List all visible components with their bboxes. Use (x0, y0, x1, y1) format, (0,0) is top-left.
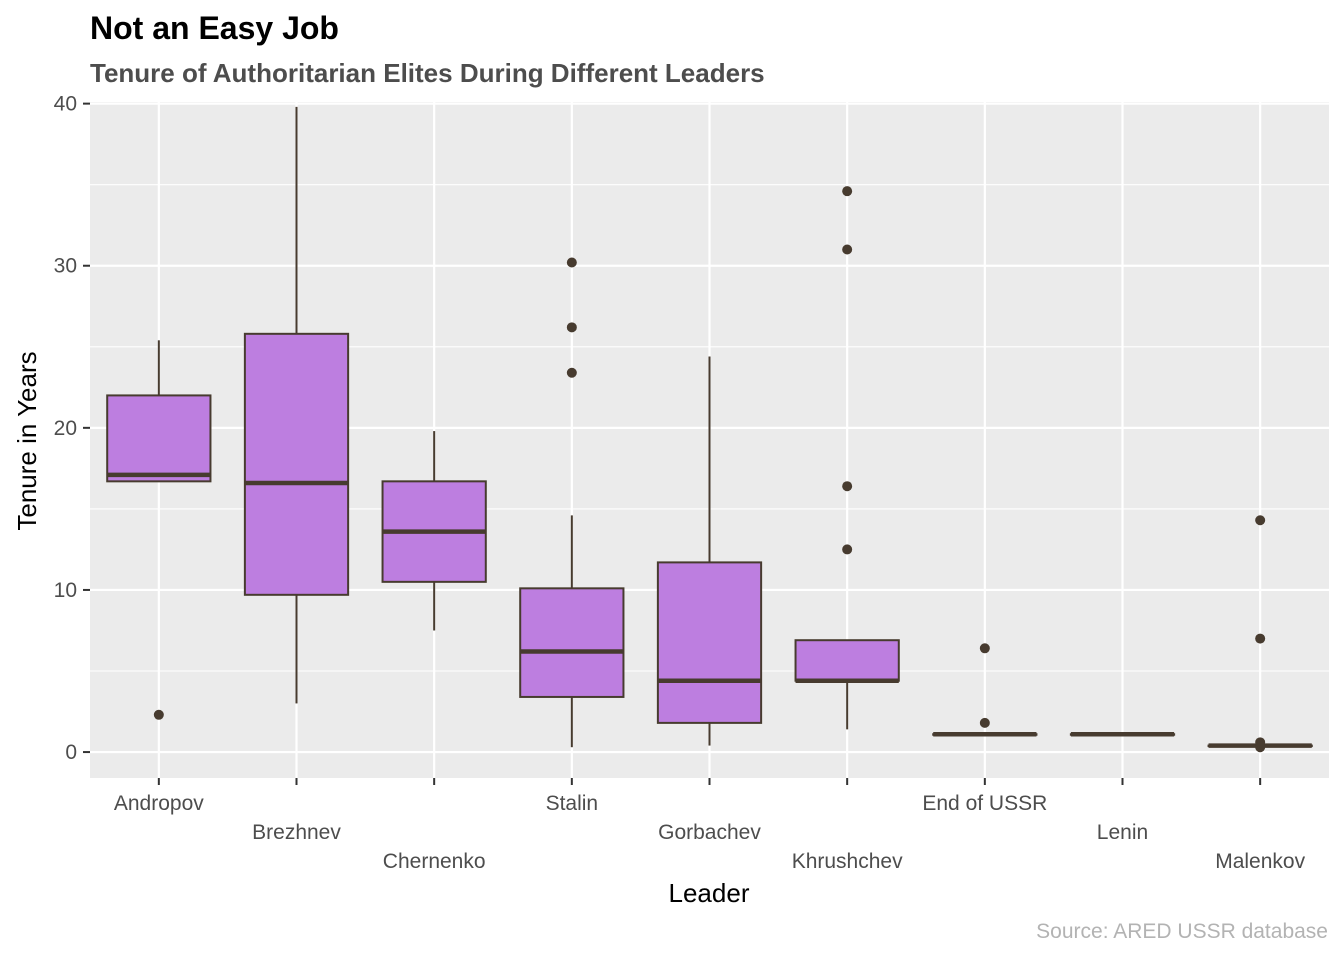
outlier-point (153, 709, 164, 720)
source-caption: Source: ARED USSR database (1036, 920, 1328, 943)
x-axis: Andropov Brezhnev Chernenko Stalin Gorbachev… (114, 778, 1306, 873)
y-tick-label: 20 (54, 417, 77, 440)
iqr-box (243, 332, 350, 596)
x-tick-label: Stalin (546, 792, 599, 815)
box-lenin (1069, 731, 1176, 737)
box-stalin (519, 257, 625, 748)
outlier-point (842, 244, 853, 255)
x-tick-label: Lenin (1097, 821, 1148, 844)
y-tick-label: 30 (54, 255, 77, 278)
outlier-point (842, 481, 853, 492)
outlier-point (979, 717, 990, 728)
x-tick-label: Gorbachev (658, 821, 761, 844)
iqr-box (106, 394, 212, 483)
x-tick-label: End of USSR (922, 792, 1047, 815)
outlier-point (842, 544, 853, 555)
box-chernenko (381, 431, 487, 631)
x-tick-label: Khrushchev (792, 850, 903, 873)
x-tick-label: Chernenko (383, 850, 486, 873)
box-malenkov (1207, 515, 1313, 753)
outlier-point (566, 367, 577, 378)
outlier-point (1255, 515, 1266, 526)
outlier-point (979, 643, 990, 654)
outlier-point (842, 186, 853, 197)
y-tick-label: 10 (54, 579, 77, 602)
box-khrushchev (794, 186, 900, 730)
outlier-point (1255, 737, 1266, 748)
x-axis-label: Leader (669, 878, 750, 908)
x-tick-label: Malenkov (1215, 850, 1305, 873)
iqr-box (794, 639, 900, 682)
iqr-box (656, 561, 763, 724)
box-brezhnev (243, 106, 350, 704)
y-axis-label: Tenure in Years (12, 351, 42, 530)
boxes (106, 106, 1313, 753)
outlier-point (566, 257, 577, 268)
x-tick-label: Brezhnev (252, 821, 341, 844)
x-tick-label: Andropov (114, 792, 204, 815)
outlier-point (1255, 633, 1266, 644)
box-gorbachev (656, 356, 763, 746)
box-andropov (106, 340, 212, 720)
box-end-of-ussr (932, 643, 1038, 737)
y-tick-label: 40 (54, 93, 77, 116)
y-axis: 0 10 20 30 40 (54, 93, 90, 764)
chart-title: Not an Easy Job (90, 10, 339, 46)
iqr-box (519, 587, 625, 698)
y-tick-label: 0 (65, 741, 77, 764)
chart-subtitle: Tenure of Authoritarian Elites During Di… (90, 58, 765, 88)
outlier-point (566, 322, 577, 333)
